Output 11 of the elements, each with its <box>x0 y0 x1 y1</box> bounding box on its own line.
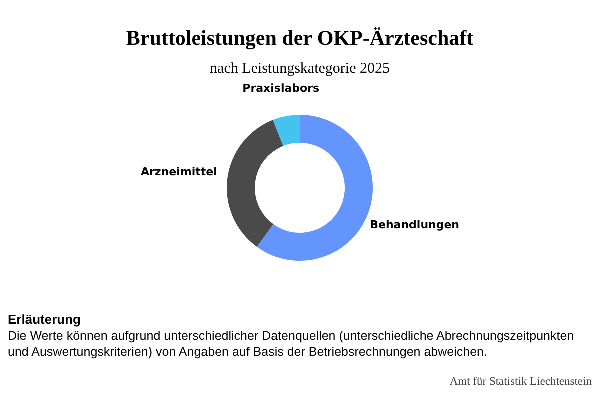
donut-slice <box>273 115 300 146</box>
donut-slice <box>227 120 284 248</box>
slice-label: Behandlungen <box>370 218 460 232</box>
slice-label: Arzneimittel <box>140 166 218 179</box>
text: Erläuterung <box>8 312 82 328</box>
text: Amt für Statistik Liechtenstein <box>448 375 592 390</box>
chart-subtitle: nach Leistungskategorie 2025 <box>210 61 390 77</box>
chart-title: Bruttoleistungen der OKP-Ärzteschaft <box>126 26 474 50</box>
donut-slice <box>257 115 373 261</box>
text: Die Werte können aufgrund unterschiedlicher Datenquellen (unterschiedliche Abrechnungszeitpunkten und Auswertungskriterien) von Angaben auf Basis der Betriebsrechnungen abweichen. <box>8 328 576 360</box>
slice-label: Praxislabors <box>242 82 320 95</box>
